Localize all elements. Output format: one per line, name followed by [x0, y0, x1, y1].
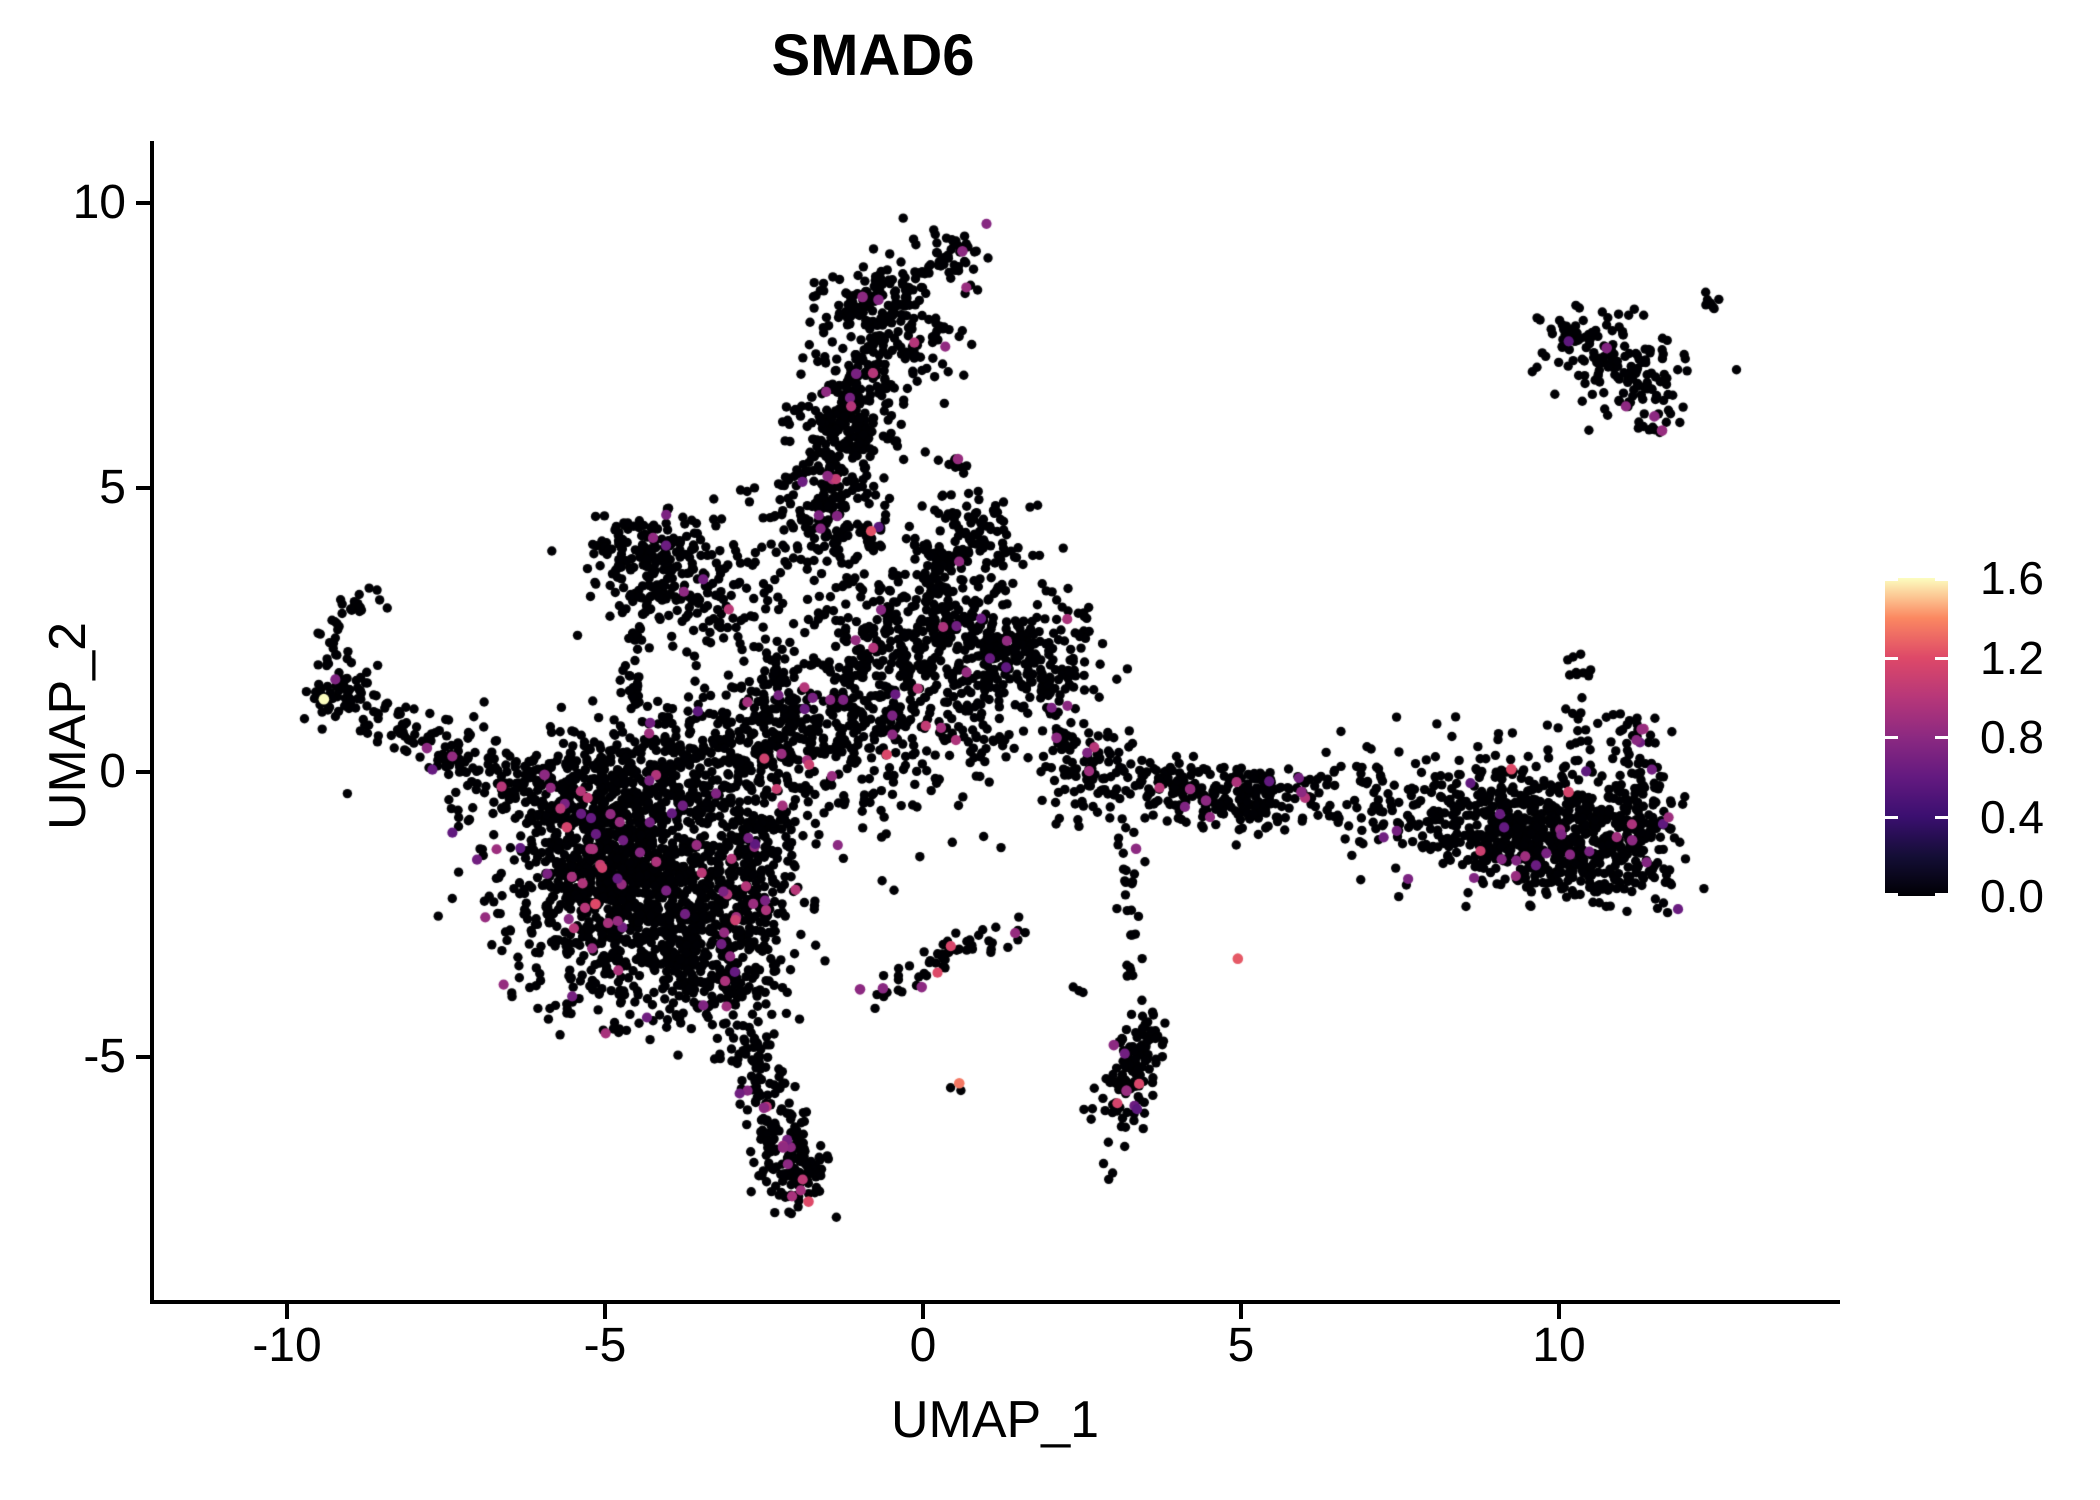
colorbar-tick-mark [1885, 656, 1898, 660]
chart-title: SMAD6 [771, 23, 975, 88]
x-tick-mark [1557, 1304, 1561, 1319]
x-tick-label: 5 [1227, 1319, 1255, 1372]
colorbar-tick-mark [1935, 815, 1948, 819]
y-tick-label: 10 [72, 176, 126, 229]
x-tick-mark [921, 1304, 925, 1319]
colorbar-tick-mark [1885, 578, 1898, 581]
colorbar-tick-label: 1.6 [1980, 552, 2044, 604]
x-axis-line [150, 1300, 1840, 1304]
y-tick-label: 5 [99, 460, 126, 514]
colorbar-tick-mark [1935, 893, 1948, 896]
colorbar-tick-mark [1935, 736, 1948, 739]
y-axis-title: UMAP_2 [39, 621, 97, 831]
colorbar-tick-label: 0.4 [1980, 790, 2044, 843]
y-tick-label: 0 [99, 745, 126, 798]
y-tick-mark [136, 485, 151, 490]
y-tick-mark [136, 201, 151, 205]
y-axis-line [150, 141, 154, 1304]
colorbar-tick-label: 0.8 [1980, 711, 2044, 763]
x-tick-label: -10 [252, 1319, 322, 1372]
colorbar-tick-mark [1885, 893, 1898, 896]
colorbar-tick-label: 0.0 [1980, 870, 2044, 922]
y-tick-mark [136, 770, 151, 774]
y-tick-mark [136, 1054, 151, 1059]
x-tick-mark [285, 1304, 289, 1319]
colorbar-tick-mark [1885, 815, 1898, 819]
x-axis-title: UMAP_1 [890, 1391, 1100, 1449]
y-tick-label: -5 [83, 1029, 126, 1083]
colorbar-tick-mark [1885, 736, 1898, 739]
colorbar-tick-label: 1.2 [1980, 631, 2044, 684]
x-tick-mark [1239, 1304, 1243, 1319]
colorbar-tick-mark [1935, 578, 1948, 581]
colorbar-tick-mark [1935, 656, 1948, 660]
x-tick-mark [603, 1304, 607, 1319]
x-tick-label: -5 [583, 1319, 627, 1372]
x-tick-label: 10 [1532, 1319, 1586, 1372]
x-tick-label: 0 [909, 1319, 937, 1372]
